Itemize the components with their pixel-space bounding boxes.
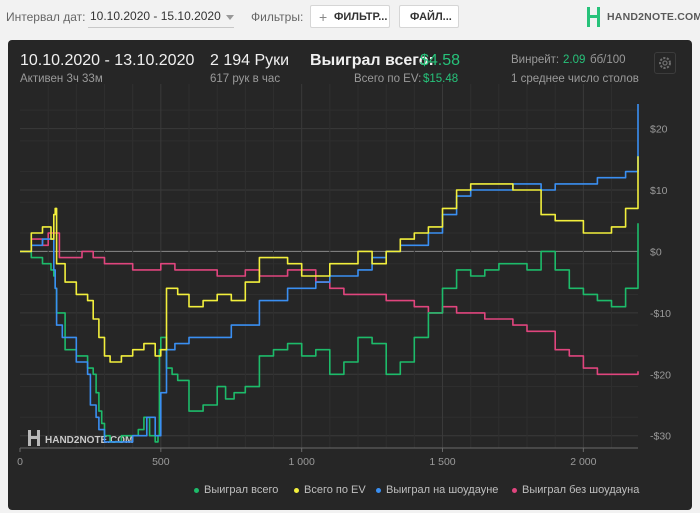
legend-dot-won-total: [194, 488, 199, 493]
logo-text: HAND2NOTE.COM: [607, 11, 700, 23]
y-tick-label: -$10: [650, 308, 671, 320]
y-tick-label: $0: [650, 246, 662, 258]
series-line-showdown: [20, 104, 639, 443]
series-line-ev-total: [20, 156, 639, 363]
watermark-logo-bridge: [31, 436, 37, 439]
legend-label: Выиграл всего: [204, 484, 279, 496]
y-tick-label: -$30: [650, 431, 671, 443]
summary-date-range: 10.10.2020 - 13.10.2020: [20, 52, 195, 69]
x-tick-label: 500: [152, 456, 170, 468]
watermark-text: HAND2NOTE.COM: [45, 435, 133, 446]
won-total-value: $4.58: [420, 52, 461, 69]
gear-icon: [659, 57, 671, 69]
winrate-value: 2.09: [563, 54, 586, 66]
winrate-unit: бб/100: [590, 54, 626, 66]
x-tick-label: 1 500: [429, 456, 455, 468]
chevron-down-icon: [226, 15, 234, 20]
date-range-select[interactable]: 10.10.2020 - 15.10.2020: [88, 6, 234, 28]
y-tick-label: $10: [650, 185, 668, 197]
plus-icon: +: [319, 9, 328, 25]
y-tick-label: $20: [650, 124, 668, 136]
series-line-won-total: [20, 223, 639, 443]
legend-dot-showdown: [376, 488, 381, 493]
legend-label: Выиграл без шоудауна: [522, 484, 640, 496]
watermark-logo-bar: [37, 430, 40, 446]
interval-label: Интервал дат:: [6, 10, 86, 24]
ev-total-value: $15.48: [423, 73, 459, 85]
hand2note-logo-icon: [587, 7, 600, 27]
chart-axes: $20 $10 $0 -$10 -$20 -$30 0 500 1 000 1 500 2 000: [17, 124, 671, 468]
won-total-label: Выиграл всего:: [310, 52, 434, 69]
filters-label: Фильтры:: [251, 10, 304, 24]
file-button[interactable]: ФАЙЛ...: [399, 5, 459, 28]
graph-panel: 10.10.2020 - 13.10.2020 Активен 3ч 33м 2…: [8, 40, 692, 510]
chart-series: [20, 104, 639, 443]
settings-button[interactable]: [654, 52, 676, 74]
profit-chart: $20$10$0-$10-$20-$300 500 1 000 1 500 2 000 …: [17, 84, 671, 468]
chart-watermark: HAND2NOTE.COM: [28, 430, 133, 446]
hand2note-logo: HAND2NOTE.COM: [586, 6, 700, 28]
winrate-label: Винрейт:: [511, 54, 560, 66]
x-tick-label: 1 000: [289, 456, 315, 468]
tables-average: 1 среднее число столов: [511, 73, 639, 85]
watermark-logo-icon: [28, 430, 31, 446]
active-time: Активен 3ч 33м: [20, 73, 103, 85]
filter-button[interactable]: + ФИЛЬТР...: [310, 5, 390, 28]
top-toolbar: Интервал дат: 10.10.2020 - 15.10.2020 Фи…: [0, 0, 700, 36]
hands-count: 2 194 Руки: [210, 52, 290, 69]
file-button-label: ФАЙЛ...: [410, 11, 452, 23]
chart-legend: Выиграл всего Всего по EV Выиграл на шоу…: [8, 484, 692, 498]
legend-dot-ev-total: [294, 488, 299, 493]
x-tick-label: 0: [17, 456, 23, 468]
legend-label: Выиграл на шоудауне: [386, 484, 499, 496]
filter-button-label: ФИЛЬТР...: [334, 11, 388, 23]
y-tick-label: -$20: [650, 369, 671, 381]
legend-dot-no-showdown: [512, 488, 517, 493]
x-tick-label: 2 000: [570, 456, 596, 468]
ev-total-label: Всего по EV:: [354, 73, 422, 85]
hands-per-hour: 617 рук в час: [210, 73, 281, 85]
legend-label: Всего по EV: [304, 484, 366, 496]
date-range-value: 10.10.2020 - 15.10.2020: [90, 9, 221, 23]
